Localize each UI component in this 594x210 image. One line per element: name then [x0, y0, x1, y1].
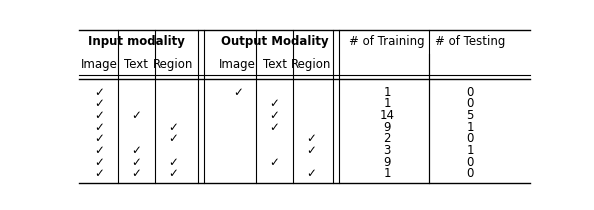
Text: 0: 0 [466, 97, 474, 110]
Text: ✓: ✓ [131, 144, 141, 157]
Text: ✓: ✓ [131, 167, 141, 180]
Text: ✓: ✓ [131, 156, 141, 169]
Text: # of Testing: # of Testing [435, 35, 505, 48]
Text: Region: Region [291, 58, 331, 71]
Text: 0: 0 [466, 86, 474, 99]
Text: ✓: ✓ [94, 121, 105, 134]
Text: 9: 9 [384, 156, 391, 169]
Text: 1: 1 [384, 97, 391, 110]
Text: 5: 5 [466, 109, 474, 122]
Text: ✓: ✓ [94, 132, 105, 145]
Text: Output Modality: Output Modality [221, 35, 328, 48]
Text: ✓: ✓ [94, 156, 105, 169]
Text: 9: 9 [384, 121, 391, 134]
Text: ✓: ✓ [94, 167, 105, 180]
Text: ✓: ✓ [307, 132, 316, 145]
Text: # of Training: # of Training [349, 35, 425, 48]
Text: 1: 1 [466, 121, 474, 134]
Text: 0: 0 [466, 167, 474, 180]
Text: Text: Text [263, 58, 286, 71]
Text: ✓: ✓ [168, 156, 178, 169]
Text: Text: Text [124, 58, 148, 71]
Text: Input modality: Input modality [88, 35, 185, 48]
Text: ✓: ✓ [131, 109, 141, 122]
Text: 1: 1 [466, 144, 474, 157]
Text: ✓: ✓ [307, 167, 316, 180]
Text: 3: 3 [384, 144, 391, 157]
Text: ✓: ✓ [168, 167, 178, 180]
Text: ✓: ✓ [270, 121, 279, 134]
Text: 2: 2 [384, 132, 391, 145]
Text: ✓: ✓ [168, 121, 178, 134]
Text: ✓: ✓ [168, 132, 178, 145]
Text: 14: 14 [380, 109, 395, 122]
Text: ✓: ✓ [307, 144, 316, 157]
Text: ✓: ✓ [94, 109, 105, 122]
Text: ✓: ✓ [270, 109, 279, 122]
Text: 1: 1 [384, 167, 391, 180]
Text: Image: Image [81, 58, 118, 71]
Text: ✓: ✓ [94, 86, 105, 99]
Text: 1: 1 [384, 86, 391, 99]
Text: Image: Image [219, 58, 256, 71]
Text: ✓: ✓ [270, 97, 279, 110]
Text: Region: Region [153, 58, 194, 71]
Text: ✓: ✓ [94, 97, 105, 110]
Text: 0: 0 [466, 156, 474, 169]
Text: ✓: ✓ [270, 156, 279, 169]
Text: 0: 0 [466, 132, 474, 145]
Text: ✓: ✓ [233, 86, 242, 99]
Text: ✓: ✓ [94, 144, 105, 157]
